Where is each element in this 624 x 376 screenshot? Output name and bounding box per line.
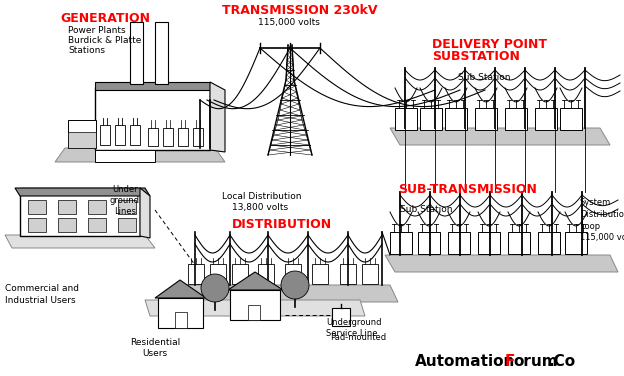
Bar [565, 232, 587, 254]
Polygon shape [228, 272, 283, 290]
Bar [130, 22, 143, 84]
Bar [28, 218, 46, 232]
Bar [418, 232, 440, 254]
Text: Burdick & Platte: Burdick & Platte [68, 36, 142, 45]
Bar [232, 264, 248, 284]
Bar [95, 82, 210, 90]
Bar [505, 108, 527, 130]
Bar [193, 128, 203, 146]
Bar [155, 22, 168, 84]
Bar [178, 128, 188, 146]
Bar [395, 108, 417, 130]
Bar [508, 232, 530, 254]
Polygon shape [5, 235, 155, 248]
Bar [158, 298, 203, 328]
Bar [100, 125, 110, 145]
Text: GENERATION: GENERATION [60, 12, 150, 25]
Bar [535, 108, 557, 130]
Bar [445, 108, 467, 130]
Text: 13,800 volts: 13,800 volts [232, 203, 288, 212]
Bar [20, 188, 140, 236]
Bar [188, 264, 204, 284]
Polygon shape [140, 188, 150, 238]
Text: DELIVERY POINT: DELIVERY POINT [432, 38, 547, 51]
Bar [538, 232, 560, 254]
Polygon shape [178, 285, 398, 302]
Text: Commercial and
Industrial Users: Commercial and Industrial Users [5, 284, 79, 305]
Text: Sub Station: Sub Station [458, 73, 510, 82]
Text: orum: orum [513, 354, 558, 369]
Polygon shape [155, 280, 206, 298]
Bar [248, 305, 260, 320]
Bar [118, 200, 136, 214]
Bar [175, 312, 187, 328]
Text: Sub Station: Sub Station [400, 205, 452, 214]
Bar [58, 218, 76, 232]
Text: System
Distribution
Loop
115,000 volts: System Distribution Loop 115,000 volts [580, 198, 624, 243]
Polygon shape [390, 128, 610, 145]
Text: F: F [505, 354, 515, 369]
Bar [148, 128, 158, 146]
Bar [420, 108, 442, 130]
Bar [28, 200, 46, 214]
Text: TRANSMISSION 230kV: TRANSMISSION 230kV [222, 4, 378, 17]
Bar [115, 125, 125, 145]
Polygon shape [145, 300, 365, 316]
Text: DISTRIBUTION: DISTRIBUTION [232, 218, 332, 231]
Text: Stations: Stations [68, 46, 105, 55]
Polygon shape [55, 148, 225, 162]
Bar [362, 264, 378, 284]
Circle shape [201, 274, 229, 302]
Bar [118, 218, 136, 232]
Bar [448, 232, 470, 254]
Text: Power Plants: Power Plants [68, 26, 125, 35]
Bar [230, 290, 280, 320]
Bar [130, 125, 140, 145]
Bar [560, 108, 582, 130]
Text: Pad-mounted: Pad-mounted [330, 333, 386, 342]
Bar [95, 88, 210, 150]
Text: SUBSTATION: SUBSTATION [432, 50, 520, 63]
Text: SUB-TRANSMISSION: SUB-TRANSMISSION [398, 183, 537, 196]
Bar [88, 200, 106, 214]
Polygon shape [210, 82, 225, 152]
Bar [58, 200, 76, 214]
Text: .Co: .Co [549, 354, 576, 369]
Text: Automation: Automation [415, 354, 515, 369]
Bar [210, 264, 226, 284]
Bar [95, 150, 155, 162]
Bar [312, 264, 328, 284]
Bar [68, 120, 96, 148]
Polygon shape [385, 255, 618, 272]
Text: Local Distribution: Local Distribution [222, 192, 301, 201]
Bar [478, 232, 500, 254]
Text: Underground
Service Line: Underground Service Line [326, 318, 381, 338]
Bar [340, 264, 356, 284]
Polygon shape [15, 188, 150, 196]
Bar [332, 308, 350, 326]
Bar [390, 232, 412, 254]
Text: Under
ground
Lines: Under ground Lines [110, 185, 140, 216]
Bar [285, 264, 301, 284]
Bar [258, 264, 274, 284]
Circle shape [281, 271, 309, 299]
Bar [163, 128, 173, 146]
Text: 115,000 volts: 115,000 volts [258, 18, 320, 27]
Text: Residential
Users: Residential Users [130, 338, 180, 358]
Bar [475, 108, 497, 130]
Bar [68, 132, 96, 148]
Bar [88, 218, 106, 232]
